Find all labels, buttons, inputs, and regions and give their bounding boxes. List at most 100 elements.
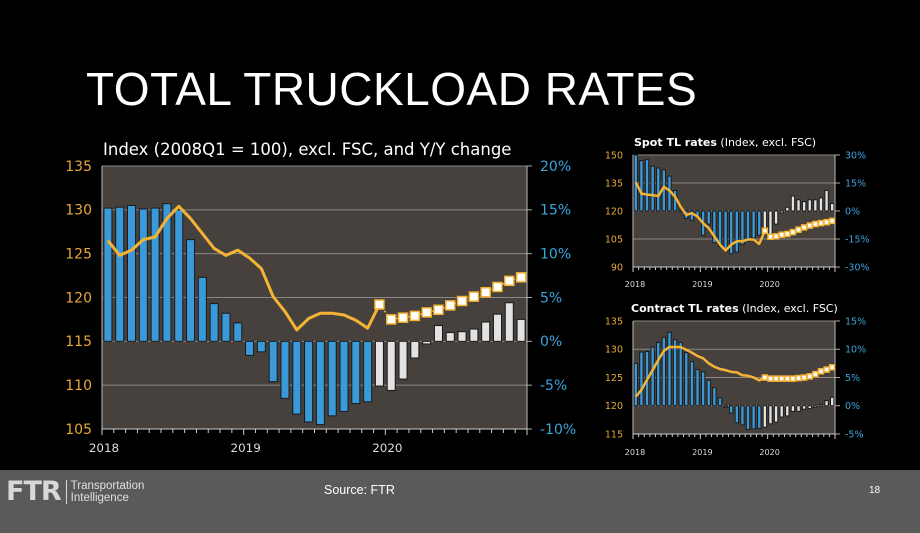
spot-chart-subtitle: (Index, excl. FSC) [720,136,817,149]
ftr-logo-mark: FTR [6,476,62,507]
main-chart-title: Index (2008Q1 = 100), excl. FSC, and Y/Y… [103,140,512,159]
forecast-index-marker [784,230,791,238]
actual-yy-bar [633,362,638,407]
forecast-yy-bar [785,206,790,212]
forecast-index-marker [800,224,808,231]
forecast-yy-bar [779,210,784,214]
forecast-index-marker [767,375,774,382]
actual-yy-bar [363,340,373,403]
forecast-yy-bar [796,405,801,412]
forecast-index-marker [812,220,819,228]
total-right-tick-label: 15% [540,203,571,219]
actual-yy-bar [740,405,745,426]
actual-yy-bar [138,208,148,342]
forecast-yy-bar [410,340,420,359]
contract-left-tick-label: 135 [605,316,623,327]
forecast-index-marker [789,375,797,382]
source-note: Source: FTR [324,483,395,497]
actual-yy-bar [729,210,734,255]
forecast-index-marker [828,364,836,371]
spot-left-tick-label: 150 [605,150,623,161]
forecast-yy-bar [773,210,779,225]
total-right-tick-label: 10% [540,247,571,263]
total-right-tick-label: 20% [540,159,571,175]
forecast-index-marker [828,217,836,225]
actual-yy-bar [650,346,655,407]
forecast-index-marker [784,375,791,382]
forecast-yy-bar [762,405,768,428]
forecast-yy-bar [773,405,779,423]
actual-yy-bar [740,210,745,246]
actual-yy-bar [712,210,717,244]
contract-x-tick-label: 2018 [625,448,646,457]
actual-yy-bar [339,340,349,412]
total-left-tick-label: 130 [65,203,92,219]
actual-yy-bar [280,340,290,399]
forecast-yy-bar [830,396,835,407]
forecast-yy-bar [796,199,801,212]
forecast-yy-bar [481,321,491,342]
total-index-line [106,204,381,332]
actual-yy-bar [268,340,278,383]
actual-yy-bar [717,210,723,247]
ftr-logo: FTR Transportation Intelligence [6,476,144,507]
forecast-index-marker [445,300,456,311]
spot-index-line [634,181,767,252]
actual-yy-bar [678,341,683,407]
page-number: 18 [869,485,881,496]
actual-yy-bar [672,339,678,407]
contract-right-tick-label: -5% [845,429,864,440]
forecast-yy-bar [801,201,807,212]
contract-left-tick-label: 130 [605,345,623,356]
forecast-yy-bar [813,405,818,408]
forecast-index-marker [456,295,468,307]
spot-right-tick-label: -15% [845,234,870,245]
actual-yy-bar [745,405,751,430]
forecast-index-marker [767,233,774,241]
forecast-index-marker [397,312,409,323]
forecast-yy-bar [824,400,829,407]
forecast-index-marker [772,233,780,240]
total-right-tick-label: -10% [540,422,576,438]
total-left-tick-label: 115 [65,334,92,350]
total-right-tick-label: 5% [540,290,562,306]
forecast-index-marker [823,218,830,226]
spot-left-tick-label: 90 [611,262,623,273]
actual-yy-bar [351,340,361,405]
forecast-yy-bar [785,405,790,417]
actual-yy-bar [656,341,661,407]
actual-yy-bar [327,340,337,417]
actual-yy-bar [734,210,739,253]
forecast-index-marker [374,299,385,310]
footer-bar: FTR Transportation Intelligence Source: … [0,470,920,533]
total-left-tick-label: 105 [65,422,92,438]
forecast-index-marker [806,222,813,229]
forecast-index-marker [761,374,769,381]
forecast-index-marker [772,375,780,382]
actual-yy-bar [745,210,751,242]
actual-yy-bar [115,206,125,342]
forecast-index-marker [823,366,830,373]
contract-x-tick-label: 2019 [692,448,713,457]
forecast-yy-bar [807,199,812,212]
total-left-tick-label: 125 [65,247,92,263]
actual-yy-bar [127,204,137,342]
forecast-yy-bar [818,197,824,212]
actual-yy-bar [304,340,314,423]
contract-left-tick-label: 125 [605,373,623,384]
forecast-index-marker [800,374,808,381]
spot-left-tick-label: 120 [605,206,623,217]
actual-yy-bar [734,405,739,424]
forecast-index-marker [817,368,825,375]
forecast-index-marker [468,291,480,302]
contract-chart-title: Contract TL rates (Index, excl. FSC) [631,302,838,315]
total-x-tick-label: 2020 [372,441,402,455]
forecast-index-marker [778,375,785,382]
forecast-yy-bar [433,325,443,342]
actual-yy-bar [644,159,650,212]
forecast-index-marker [795,226,802,233]
contract-x-tick-label: 2020 [759,448,780,457]
forecast-yy-bar [492,313,503,342]
spot-right-tick-label: 0% [845,206,860,217]
